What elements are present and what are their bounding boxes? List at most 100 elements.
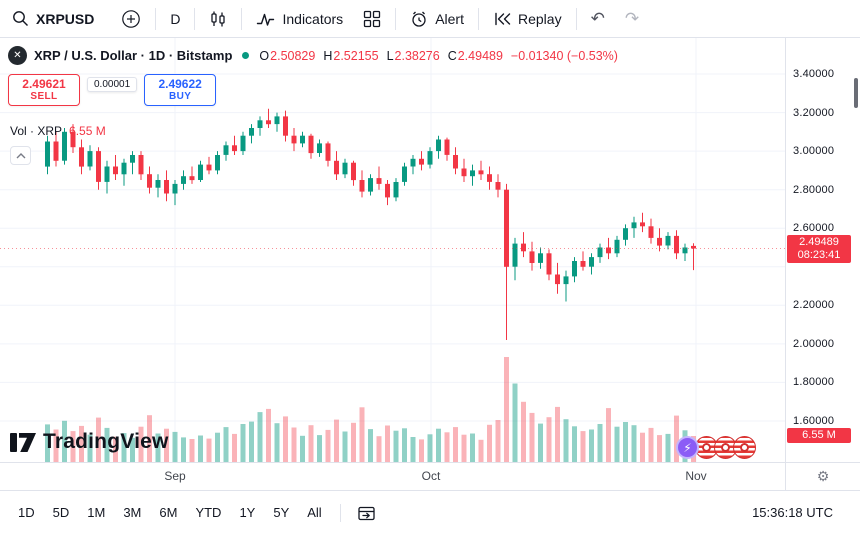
chart-stickers: ⚡ bbox=[676, 436, 756, 459]
top-toolbar: XRPUSD D Indicators bbox=[0, 0, 860, 38]
redo-button[interactable]: ↷ bbox=[616, 5, 648, 33]
range-buttons: 1D 5D 1M 3M 6M YTD 1Y 5Y All bbox=[10, 501, 330, 524]
ohlc-open: O 2.50829 bbox=[259, 48, 316, 63]
range-button-3m[interactable]: 3M bbox=[115, 501, 149, 524]
ohlc-close: C 2.49489 bbox=[447, 48, 503, 63]
range-button-6m[interactable]: 6M bbox=[151, 501, 185, 524]
trade-buttons: 2.49621 SELL 0.00001 2.49622 BUY bbox=[8, 74, 217, 106]
range-button-5y[interactable]: 5Y bbox=[265, 501, 297, 524]
chart-pane: ✕ XRP / U.S. Dollar · 1D · Bitstamp O 2.5… bbox=[0, 38, 860, 462]
range-button-5d[interactable]: 5D bbox=[45, 501, 78, 524]
flag-sticker-icon[interactable] bbox=[733, 436, 756, 459]
chart-area: ✕ XRP / U.S. Dollar · 1D · Bitstamp O 2.5… bbox=[0, 38, 785, 462]
scrollbar-thumb[interactable] bbox=[854, 78, 858, 108]
ohlc-values: O 2.50829 H 2.52155 L 2.38276 C 2.49489 −0.0… bbox=[259, 49, 618, 63]
replay-icon bbox=[495, 12, 511, 25]
volume-legend-value: 6.55 M bbox=[69, 124, 106, 138]
price-axis[interactable]: 2.49489 08:23:41 6.55 M 3.40000 3.20000 3.… bbox=[785, 38, 860, 462]
toolbar-separator bbox=[194, 7, 196, 30]
symbol-search-button[interactable]: XRPUSD bbox=[6, 5, 110, 33]
calendar-goto-icon bbox=[358, 506, 375, 520]
buy-button[interactable]: 2.49622 BUY bbox=[144, 74, 217, 106]
time-axis: Sep Oct Nov ⚙ bbox=[0, 462, 860, 490]
sell-price: 2.49621 bbox=[22, 77, 66, 91]
time-axis-label: Oct bbox=[421, 469, 441, 483]
undo-button[interactable]: ↶ bbox=[582, 5, 614, 33]
ohlc-high: H 2.52155 bbox=[323, 48, 379, 63]
xrp-logo-icon: ✕ bbox=[8, 46, 27, 65]
time-axis-label: Nov bbox=[685, 469, 707, 483]
tradingview-watermark: TradingView bbox=[10, 430, 169, 454]
layout-templates-button[interactable] bbox=[354, 5, 390, 33]
symbol-name: XRPUSD bbox=[36, 10, 95, 27]
toolbar-separator bbox=[477, 7, 479, 30]
range-button-ytd[interactable]: YTD bbox=[187, 501, 229, 524]
price-axis-label: 2.80000 bbox=[793, 183, 835, 196]
volume-legend: Vol · XRP 6.55 M bbox=[10, 124, 106, 138]
legend-title[interactable]: XRP / U.S. Dollar · 1D · Bitstamp bbox=[34, 48, 233, 63]
price-axis-label: 1.80000 bbox=[793, 376, 835, 389]
candlestick-chart[interactable] bbox=[0, 38, 785, 462]
redo-icon: ↷ bbox=[624, 9, 640, 28]
toolbar-separator bbox=[155, 7, 157, 30]
range-toolbar: 1D 5D 1M 3M 6M YTD 1Y 5Y All bbox=[10, 501, 382, 525]
utc-clock-button[interactable]: 15:36:18 UTC bbox=[752, 505, 833, 520]
lightning-sticker-icon[interactable]: ⚡ bbox=[676, 436, 699, 459]
indicators-label: Indicators bbox=[282, 10, 344, 27]
time-axis-corner: ⚙ bbox=[785, 463, 860, 490]
toolbar-separator bbox=[339, 503, 341, 522]
interval-button[interactable]: D bbox=[161, 5, 189, 33]
undo-icon: ↶ bbox=[590, 9, 605, 28]
price-axis-label: 3.40000 bbox=[793, 68, 835, 80]
price-axis-label: 2.00000 bbox=[793, 337, 835, 350]
buy-label: BUY bbox=[168, 91, 192, 102]
bottom-toolbar: 1D 5D 1M 3M 6M YTD 1Y 5Y All 15:36:18 UTC bbox=[0, 490, 860, 534]
buy-price: 2.49622 bbox=[158, 77, 202, 91]
indicators-button[interactable]: Indicators bbox=[247, 5, 352, 33]
price-axis-label: 3.20000 bbox=[793, 106, 835, 119]
range-button-1m[interactable]: 1M bbox=[79, 501, 113, 524]
interval-label: D bbox=[170, 10, 181, 27]
chevron-up-icon bbox=[16, 152, 25, 158]
time-axis-label: Sep bbox=[164, 469, 186, 483]
compare-button[interactable] bbox=[112, 5, 150, 33]
grid-layout-icon bbox=[364, 10, 381, 27]
range-button-1d[interactable]: 1D bbox=[10, 501, 43, 524]
price-change: −0.01340 (−0.53%) bbox=[510, 48, 618, 63]
volume-legend-label: Vol · XRP bbox=[10, 124, 63, 138]
market-status-dot-icon bbox=[242, 52, 250, 59]
collapse-pane-button[interactable] bbox=[10, 146, 31, 165]
watermark-text: TradingView bbox=[43, 430, 169, 453]
indicators-icon bbox=[257, 13, 275, 26]
replay-button[interactable]: Replay bbox=[484, 5, 571, 33]
last-price-value: 2.49489 bbox=[799, 235, 839, 248]
price-axis-label: 1.60000 bbox=[793, 415, 835, 427]
volume-badge: 6.55 M bbox=[787, 428, 851, 443]
symbol-legend: ✕ XRP / U.S. Dollar · 1D · Bitstamp O 2.5… bbox=[8, 46, 618, 65]
toolbar-separator bbox=[241, 7, 243, 30]
search-icon bbox=[13, 11, 28, 26]
sell-button[interactable]: 2.49621 SELL bbox=[8, 74, 80, 106]
goto-date-button[interactable] bbox=[351, 501, 382, 525]
chart-type-button[interactable] bbox=[200, 5, 236, 33]
toolbar-separator bbox=[395, 7, 397, 30]
range-button-1y[interactable]: 1Y bbox=[231, 501, 263, 524]
toolbar-separator bbox=[575, 7, 577, 30]
ohlc-low: L 2.38276 bbox=[386, 48, 440, 63]
range-button-all[interactable]: All bbox=[299, 501, 329, 524]
alert-label: Alert bbox=[435, 10, 464, 27]
price-axis-label: 3.00000 bbox=[793, 145, 835, 158]
alert-button[interactable]: Alert bbox=[401, 5, 473, 33]
volume-badge-value: 6.55 M bbox=[802, 429, 836, 441]
plus-circle-icon bbox=[122, 9, 141, 28]
price-axis-label: 2.60000 bbox=[793, 222, 835, 235]
sell-label: SELL bbox=[30, 91, 58, 102]
time-axis-plot[interactable]: Sep Oct Nov bbox=[0, 463, 785, 490]
gear-icon[interactable]: ⚙ bbox=[816, 468, 830, 484]
replay-label: Replay bbox=[517, 10, 562, 27]
alarm-clock-icon bbox=[412, 11, 426, 27]
price-axis-label: 2.20000 bbox=[793, 299, 835, 312]
flag-sticker-icon[interactable] bbox=[714, 436, 737, 459]
candlestick-icon bbox=[211, 11, 226, 26]
